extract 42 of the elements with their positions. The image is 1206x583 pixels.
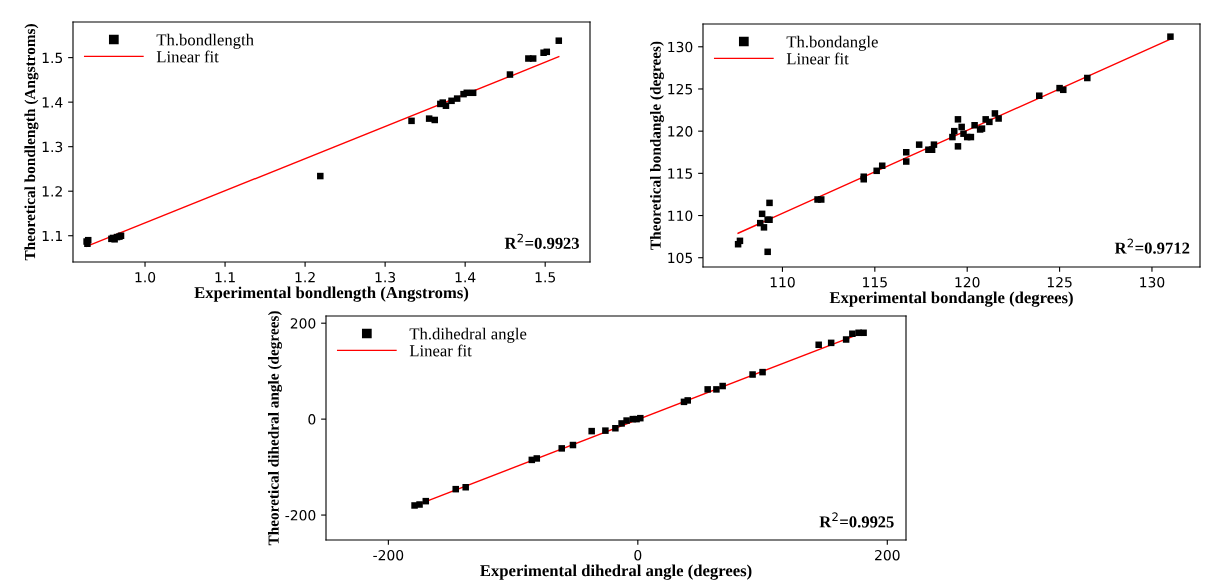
- y-tick-label: -200: [285, 510, 316, 521]
- annotation: R$^{2}$=0.9925: [819, 512, 894, 528]
- y-axis-title: Theoretical bondangle (degrees): [650, 41, 664, 250]
- x-tick-label: 200: [875, 549, 900, 561]
- x-tick-label: 1.4: [455, 272, 476, 283]
- y-tick-label: 200: [290, 318, 316, 329]
- y-tick-label: 1.3: [42, 141, 63, 153]
- x-tick-label: 120: [955, 276, 980, 288]
- x-tick-label: 1.5: [535, 272, 556, 283]
- annotation: R$^{2}$=0.9712: [1114, 238, 1190, 254]
- legend-label: Linear fit: [786, 52, 849, 65]
- y-tick-label: 110: [668, 210, 693, 222]
- x-tick-label: 115: [863, 277, 887, 288]
- y-tick-label: 1.5: [42, 52, 63, 64]
- x-axis-title: Experimental bondlength (Angstroms): [194, 286, 469, 302]
- x-tick-label: 125: [1047, 276, 1072, 288]
- y-tick-label: 0: [308, 414, 316, 425]
- x-axis-title: Experimental dihedral angle (degrees): [480, 564, 752, 580]
- y-tick-label: 130: [668, 41, 693, 53]
- x-tick-label: 130: [1140, 276, 1165, 288]
- y-tick-label: 120: [668, 126, 693, 137]
- x-tick-label: 1.3: [375, 271, 396, 283]
- y-tick-label: 1.2: [42, 186, 62, 197]
- y-tick-label: 1.4: [42, 97, 63, 108]
- annotation: R$^{2}$=0.9923: [504, 233, 579, 249]
- x-tick-label: 110: [770, 276, 795, 288]
- y-tick-label: 1.1: [42, 230, 62, 242]
- legend-label: Th.bondlength: [156, 33, 254, 49]
- y-tick-label: 105: [668, 252, 693, 264]
- legend-label: Th.bondangle: [786, 35, 878, 51]
- x-axis-title: Experimental bondangle (degrees): [829, 291, 1073, 307]
- y-axis-title: Theoretical dihedral angle (degrees): [268, 311, 282, 546]
- x-tick-label: 1.0: [135, 271, 156, 283]
- y-tick-label: 125: [668, 83, 693, 95]
- x-tick-label: 1.1: [215, 272, 235, 283]
- legend-label: Linear fit: [409, 344, 472, 357]
- legend-label: Linear fit: [156, 50, 219, 63]
- x-tick-label: -200: [373, 549, 404, 561]
- x-tick-label: 0: [634, 549, 642, 561]
- legend-label: Th.dihedral angle: [409, 327, 527, 343]
- y-tick-label: 115: [668, 168, 693, 179]
- y-axis-title: Theoretical bondlength (Angstroms): [24, 24, 39, 261]
